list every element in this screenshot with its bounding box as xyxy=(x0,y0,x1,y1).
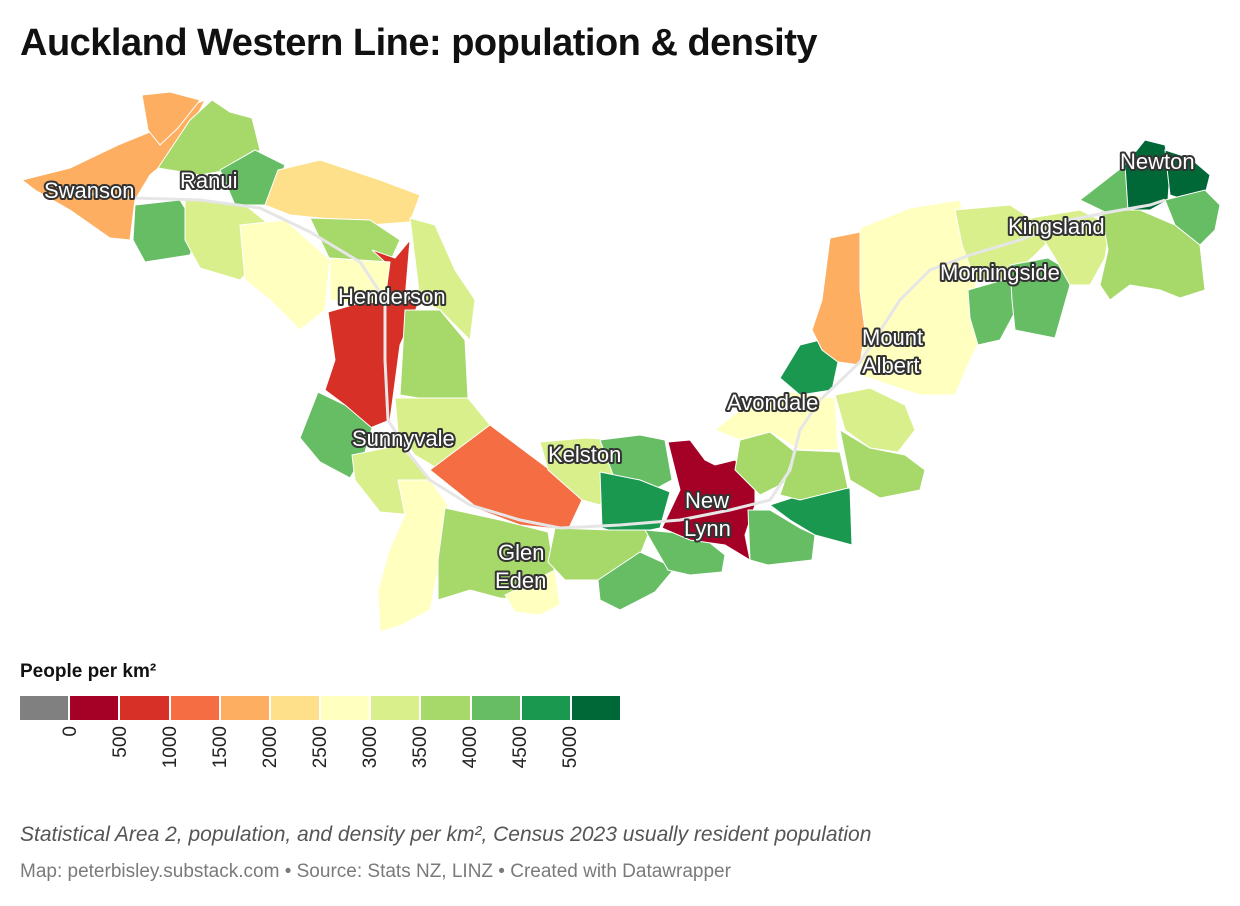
label-kingsland: Kingsland xyxy=(1008,214,1105,239)
area-mt-albert-west[interactable] xyxy=(859,199,986,396)
station-labels: Swanson Ranui Henderson Sunnyvale Kelsto… xyxy=(42,147,1197,595)
area-ranui-north[interactable] xyxy=(157,99,261,176)
area-avondale-east[interactable] xyxy=(779,449,849,501)
label-sunnyvale: Sunnyvale xyxy=(352,426,455,451)
map-title: Auckland Western Line: population & dens… xyxy=(20,22,817,64)
area-new-lynn-southwest[interactable] xyxy=(597,551,676,611)
legend-tick-label: 1500 xyxy=(210,726,231,769)
legend-swatch xyxy=(571,696,621,720)
label-new-lynn-1: New xyxy=(685,488,729,513)
legend-swatch xyxy=(321,696,372,720)
legend-tick-label: 2000 xyxy=(260,726,281,769)
legend-tick-label: 5000 xyxy=(560,726,581,769)
area-kingsland-east[interactable] xyxy=(1099,204,1206,301)
area-waterview[interactable] xyxy=(834,387,916,453)
area-avondale-central[interactable] xyxy=(714,391,839,451)
area-kelston-south[interactable] xyxy=(599,471,671,536)
label-newton: Newton xyxy=(1120,149,1195,174)
label-mount-albert-1: Mount xyxy=(862,325,923,350)
legend-swatch xyxy=(421,696,472,720)
legend-swatch xyxy=(20,696,71,720)
area-henderson-east[interactable] xyxy=(409,217,476,342)
legend-title: People per km² xyxy=(20,661,157,682)
legend-swatch xyxy=(270,696,322,720)
area-morningside-central[interactable] xyxy=(1009,257,1071,339)
label-ranui: Ranui xyxy=(180,168,237,193)
area-glen-eden-west[interactable] xyxy=(377,479,449,633)
legend-color-scale xyxy=(20,696,621,720)
legend-tick-label: 0 xyxy=(60,726,81,737)
area-mt-albert-south[interactable] xyxy=(839,428,926,499)
label-avondale: Avondale xyxy=(727,390,818,415)
legend-swatch xyxy=(371,696,422,720)
legend-tick-label: 500 xyxy=(110,726,131,758)
map-footer: Map: peterbisley.substack.com • Source: … xyxy=(20,861,731,882)
legend-tick-label: 3000 xyxy=(360,726,381,769)
legend-swatch xyxy=(170,696,221,720)
legend-tick-label: 1000 xyxy=(160,726,181,769)
label-morningside: Morningside xyxy=(940,260,1060,285)
area-swanson-north[interactable] xyxy=(141,91,201,146)
label-glen-eden-2: Eden xyxy=(495,568,546,593)
area-polygons xyxy=(20,91,1221,633)
map-canvas: Swanson Ranui Henderson Sunnyvale Kelsto… xyxy=(20,91,1221,633)
area-henderson-west[interactable] xyxy=(239,219,331,331)
area-morningside-west[interactable] xyxy=(967,277,1016,346)
legend-tick-label: 4000 xyxy=(460,726,481,769)
label-mount-albert-2: Albert xyxy=(862,353,919,378)
legend-swatch xyxy=(70,696,121,720)
area-western-heights[interactable] xyxy=(429,424,583,531)
legend-tick-label: 2500 xyxy=(310,726,331,769)
legend-swatch xyxy=(521,696,572,720)
area-henderson-north[interactable] xyxy=(264,159,421,226)
area-new-lynn-southeast[interactable] xyxy=(747,509,816,566)
label-new-lynn-2: Lynn xyxy=(684,516,731,541)
legend-tick-label: 4500 xyxy=(510,726,531,769)
area-avondale-north[interactable] xyxy=(811,231,866,366)
map-caption: Statistical Area 2, population, and dens… xyxy=(20,823,872,846)
label-henderson: Henderson xyxy=(338,284,446,309)
legend-swatch xyxy=(220,696,271,720)
area-henderson-northeast[interactable] xyxy=(329,257,391,306)
legend-tick-label: 3500 xyxy=(410,726,431,769)
area-henderson-valley[interactable] xyxy=(309,217,401,263)
legend-ticks: 0 500 1000 1500 2000 2500 3000 3500 4000 4500 5000 xyxy=(20,726,620,786)
legend-swatch xyxy=(471,696,522,720)
rail-line xyxy=(49,188,1166,530)
area-glen-eden-south[interactable] xyxy=(504,569,561,616)
legend-swatch xyxy=(120,696,171,720)
label-glen-eden-1: Glen xyxy=(498,540,544,565)
label-kelston: Kelston xyxy=(548,442,621,467)
label-swanson: Swanson xyxy=(44,178,135,203)
area-grafton[interactable] xyxy=(1164,189,1221,246)
